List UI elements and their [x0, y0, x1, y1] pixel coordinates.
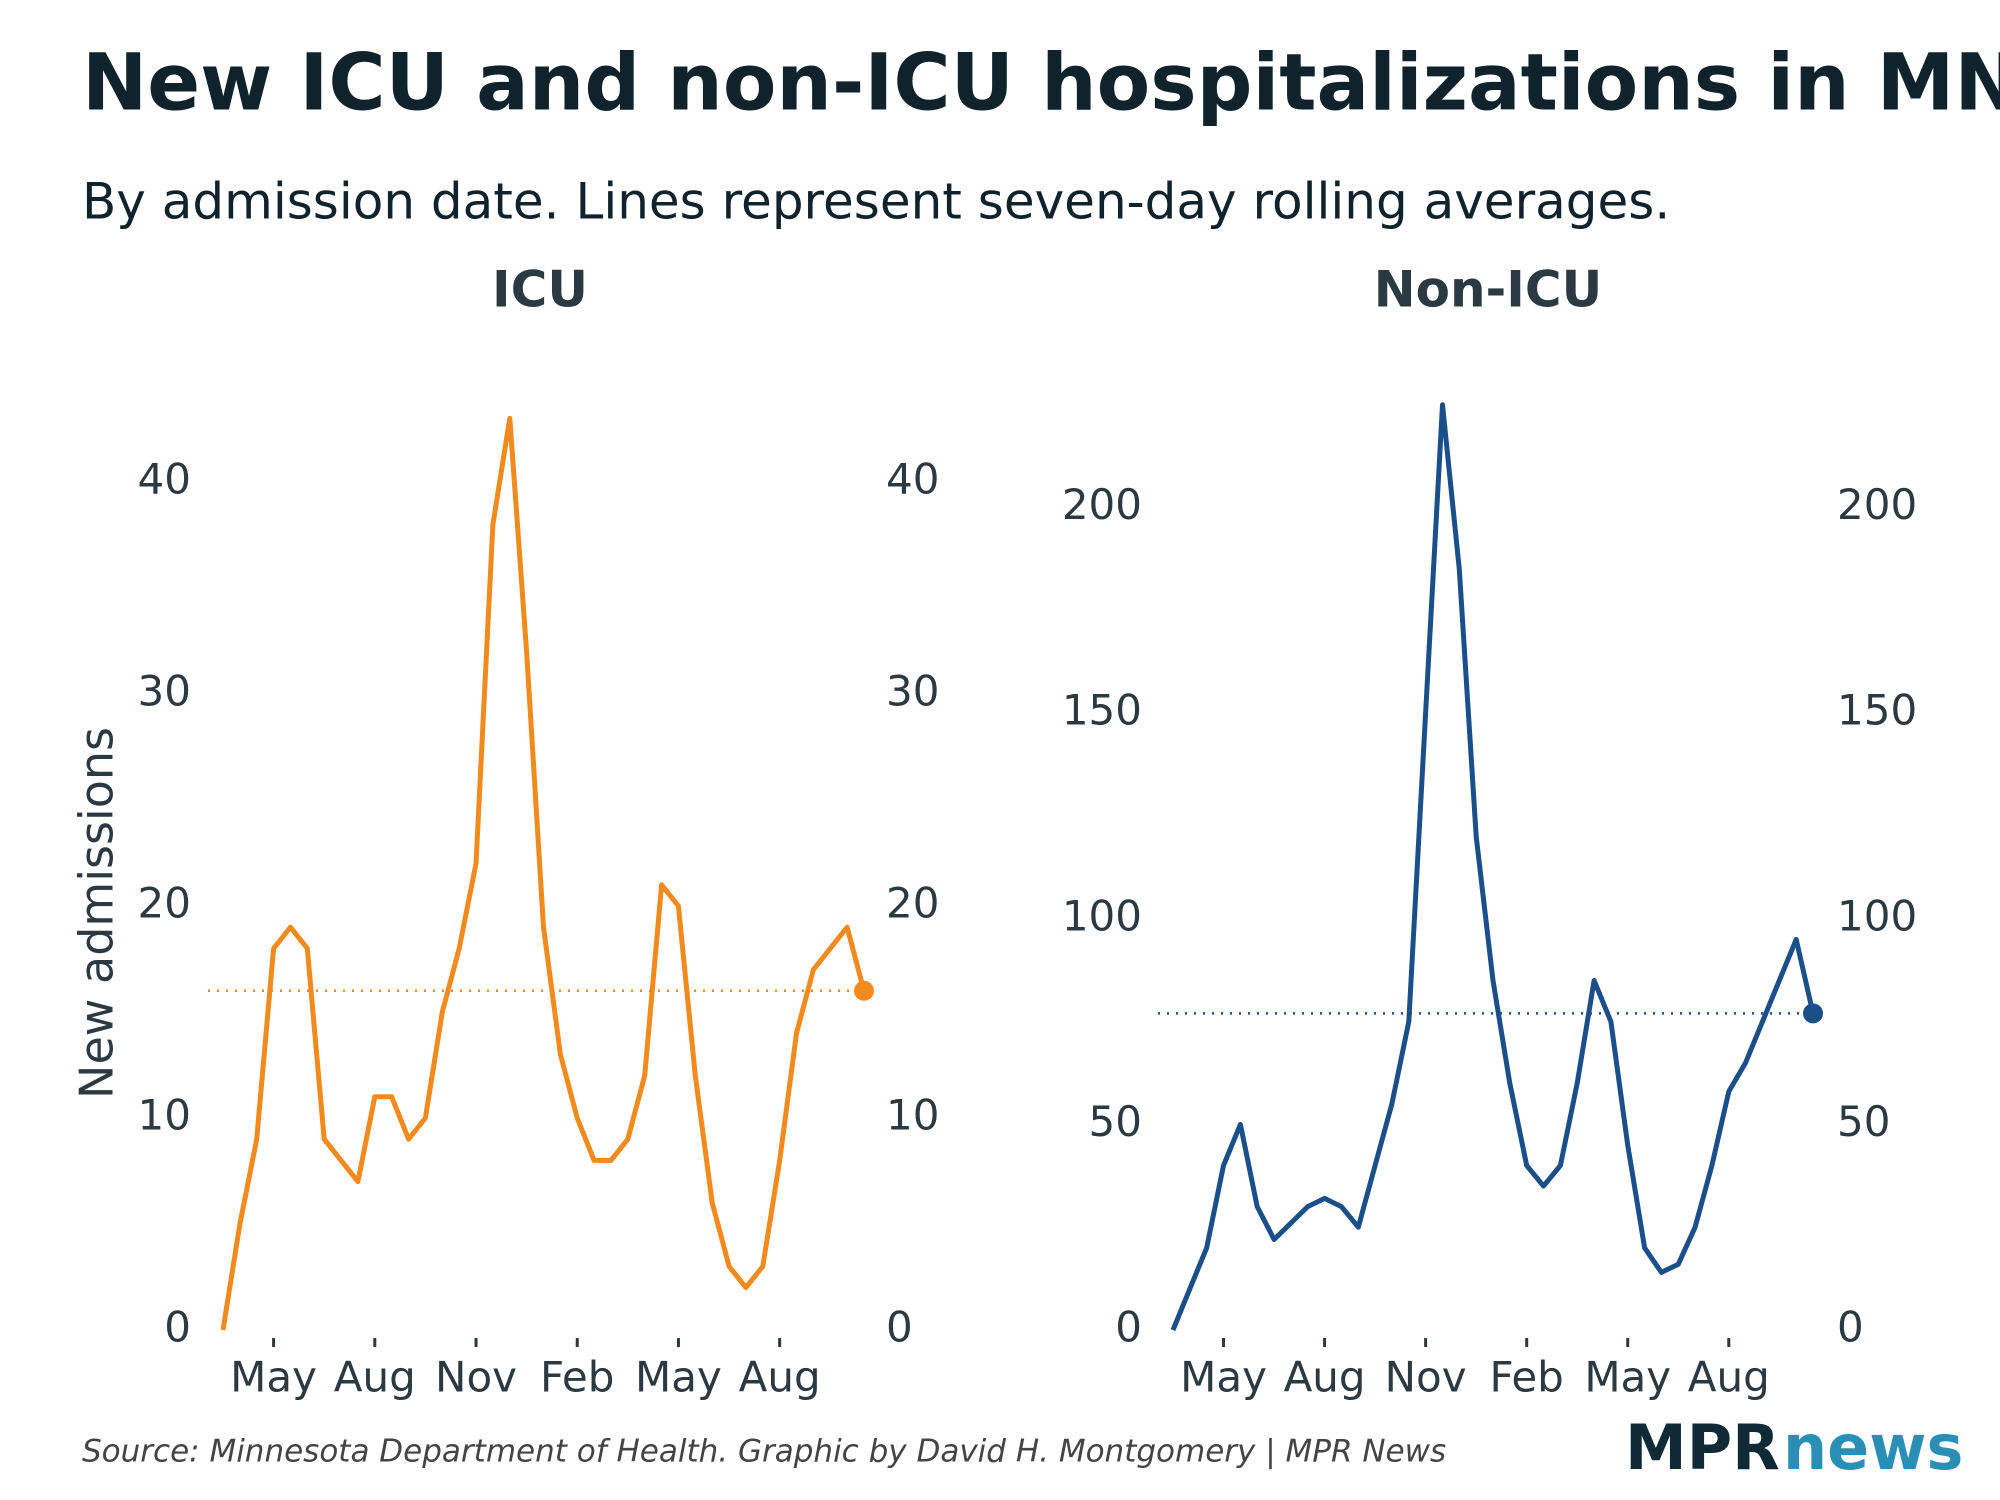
- chart-title: New ICU and non-ICU hospitalizations in …: [82, 38, 2000, 128]
- panel-title: Non-ICU: [1374, 261, 1602, 319]
- y-tick-label: 50: [1089, 1097, 1142, 1146]
- y2-tick-label: 150: [1837, 686, 1917, 735]
- y2-tick-label: 30: [886, 667, 939, 716]
- data-line: [220, 415, 867, 1331]
- source: Source: Minnesota Department of Health. …: [82, 1434, 1446, 1470]
- y2-tick-label: 50: [1837, 1097, 1890, 1146]
- y-tick-label: 30: [138, 667, 191, 716]
- x-tick-label: Nov: [435, 1353, 517, 1402]
- y-tick-label: 0: [164, 1303, 191, 1352]
- x-tick-label: Nov: [1385, 1353, 1467, 1402]
- x-tick-label: May: [1180, 1353, 1267, 1402]
- x-tick-label: Feb: [1489, 1353, 1563, 1402]
- y-tick-label: 20: [138, 879, 191, 928]
- x-tick-label: Feb: [540, 1353, 614, 1402]
- x-tick-label: Aug: [1688, 1353, 1770, 1402]
- logo-mpr: MPR: [1625, 1411, 1780, 1484]
- logo-news: news: [1783, 1411, 1963, 1484]
- y-tick-label: 200: [1062, 480, 1142, 529]
- y-tick-label: 100: [1062, 891, 1142, 940]
- y-tick-label: 10: [138, 1091, 191, 1140]
- y-tick-label: 40: [138, 455, 191, 504]
- end-point: [854, 980, 874, 1001]
- y2-tick-label: 100: [1837, 891, 1917, 940]
- x-tick-label: May: [230, 1353, 317, 1402]
- y-tick-label: 0: [1115, 1303, 1142, 1352]
- y2-tick-label: 40: [886, 455, 939, 504]
- x-tick-label: Aug: [334, 1353, 416, 1402]
- x-tick-label: Aug: [739, 1353, 821, 1402]
- y2-tick-label: 0: [1837, 1303, 1864, 1352]
- end-point: [1803, 1003, 1823, 1024]
- x-tick-label: May: [635, 1353, 722, 1402]
- y2-tick-label: 0: [886, 1303, 913, 1352]
- x-tick-label: Aug: [1284, 1353, 1366, 1402]
- x-tick-label: May: [1584, 1353, 1671, 1402]
- y2-tick-label: 20: [886, 879, 939, 928]
- subtitle: By admission date. Lines represent seven…: [82, 173, 1670, 231]
- y2-tick-label: 10: [886, 1091, 939, 1140]
- y-tick-label: 150: [1062, 686, 1142, 735]
- y2-tick-label: 200: [1837, 480, 1917, 529]
- data-line: [1170, 402, 1816, 1331]
- panel-title: ICU: [492, 261, 588, 319]
- y-axis-label: New admissions: [70, 727, 124, 1099]
